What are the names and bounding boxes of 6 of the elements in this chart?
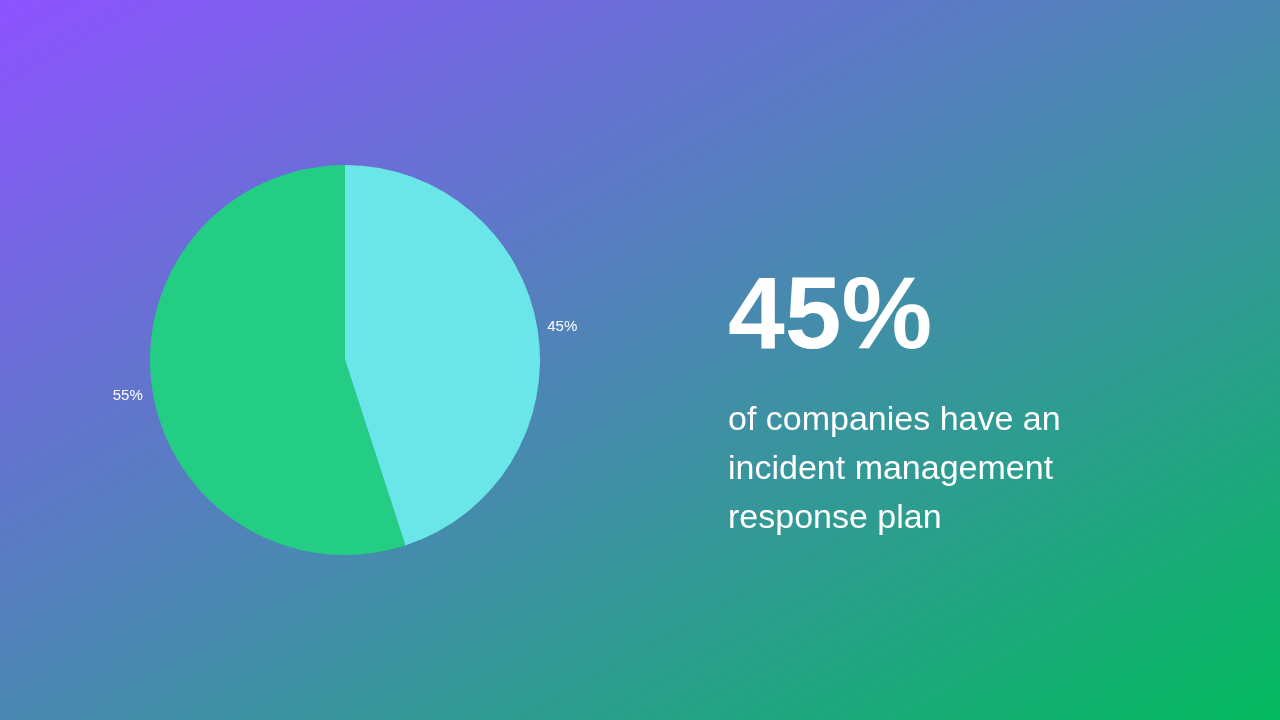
text: of companies have an incident management response plan: [728, 399, 1061, 535]
data-label: 55%: [112, 385, 143, 403]
data-label: 45%: [547, 316, 578, 334]
pie-slice: [150, 165, 406, 555]
pie-slice: [345, 165, 540, 546]
text: 45%: [728, 256, 933, 370]
